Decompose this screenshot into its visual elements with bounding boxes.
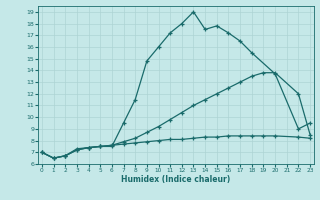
X-axis label: Humidex (Indice chaleur): Humidex (Indice chaleur): [121, 175, 231, 184]
